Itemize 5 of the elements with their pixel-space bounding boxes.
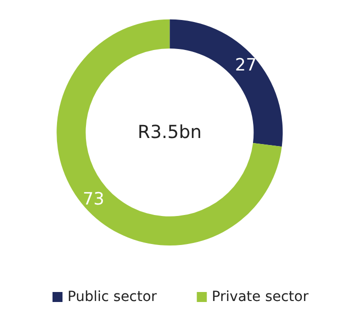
data-label: 73 (82, 190, 104, 210)
data-label: 27 (234, 55, 257, 76)
legend-label: Private sector (212, 289, 309, 305)
text: R3.5bn (138, 122, 202, 143)
legend-label: Public sector (68, 289, 158, 305)
